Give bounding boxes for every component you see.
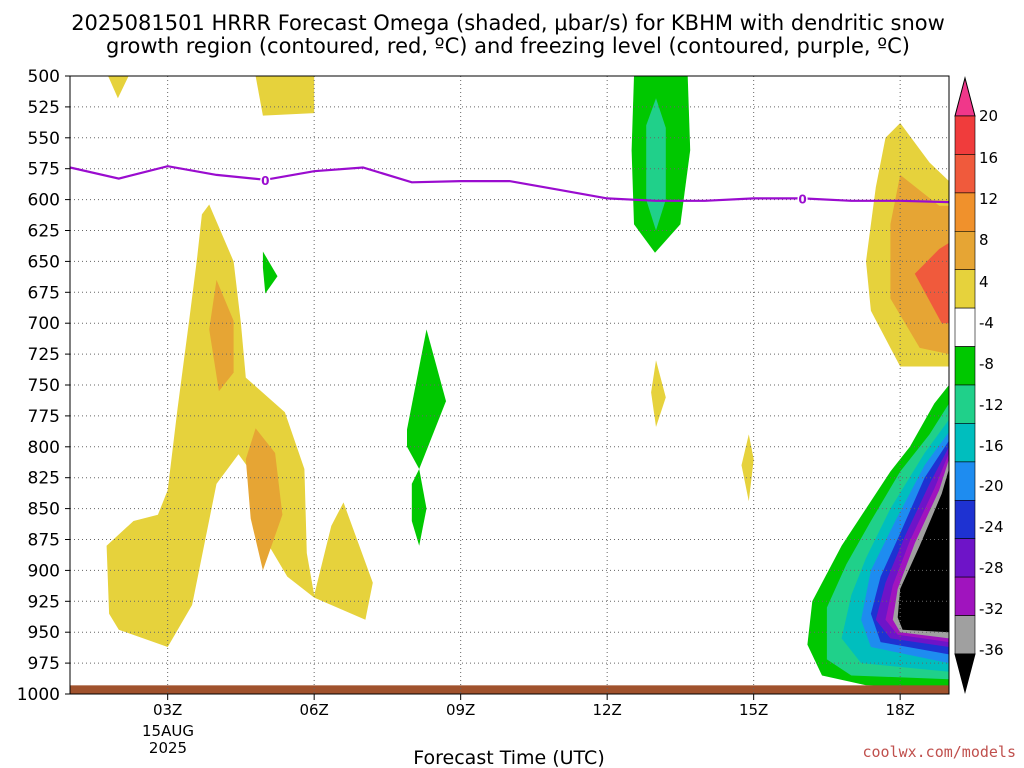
colorbar-label-1: 16 xyxy=(979,149,998,167)
colorbar-label-4: 4 xyxy=(979,273,989,291)
omega-region-9 xyxy=(646,98,666,231)
x-tick-label-15Z: 15Z xyxy=(739,701,768,719)
colorbar-bin-12 xyxy=(954,538,976,578)
y-axis-pressure-ticks: 500 525 550 575 600 625 650 675 700 725 750 775 800 8… xyxy=(17,67,70,705)
y-tick-label-900: 900 xyxy=(28,561,60,581)
omega-region-2 xyxy=(106,204,373,647)
x-tick-label-12Z: 12Z xyxy=(592,701,621,719)
y-tick-label-850: 850 xyxy=(28,500,60,520)
omega-region-14 xyxy=(914,242,949,324)
colorbar-label-5: -4 xyxy=(979,314,994,332)
colorbar-bin-11 xyxy=(954,499,976,539)
colorbar-label-2: 12 xyxy=(979,190,998,208)
y-tick-label-700: 700 xyxy=(28,314,60,334)
y-tick-label-600: 600 xyxy=(28,191,60,211)
colorbar-bin-2 xyxy=(954,154,976,194)
x-tick-label-03Z: 03Z xyxy=(153,701,182,719)
watermark: coolwx.com/models xyxy=(862,743,1016,761)
colorbar-bin-10 xyxy=(954,461,976,501)
y-tick-label-575: 575 xyxy=(28,160,60,180)
x-axis-time-ticks: 03Z 06Z 09Z 12Z 15Z 18Z xyxy=(153,694,915,719)
omega-region-0 xyxy=(108,76,129,99)
y-tick-label-875: 875 xyxy=(28,531,60,551)
chart-title-line-2: growth region (contoured, red, ºC) and f… xyxy=(106,34,910,58)
y-tick-label-625: 625 xyxy=(28,222,60,242)
omega-region-7 xyxy=(411,469,427,546)
grid-lines xyxy=(70,76,949,694)
omega-region-6 xyxy=(407,329,446,469)
colorbar-bin-1 xyxy=(954,115,976,155)
freezing-level-line xyxy=(70,165,949,204)
freezing-level-label-0: 0 xyxy=(261,174,269,188)
y-tick-label-650: 650 xyxy=(28,252,60,272)
y-tick-label-950: 950 xyxy=(28,623,60,643)
colorbar-bin-7 xyxy=(954,346,976,386)
colorbar-label-3: 8 xyxy=(979,231,989,249)
x-tick-label-18Z: 18Z xyxy=(885,701,914,719)
omega-shaded-regions xyxy=(70,76,949,694)
x-axis-label: Forecast Time (UTC) xyxy=(413,747,604,768)
date-label-day: 15AUG xyxy=(142,722,194,740)
colorbar-bin-14 xyxy=(954,615,976,655)
x-tick-label-06Z: 06Z xyxy=(299,701,328,719)
omega-region-1 xyxy=(255,76,315,116)
y-tick-label-675: 675 xyxy=(28,283,60,303)
colorbar-bin-5 xyxy=(954,269,976,309)
y-tick-label-725: 725 xyxy=(28,345,60,365)
y-tick-label-750: 750 xyxy=(28,376,60,396)
colorbar-label-7: -12 xyxy=(979,396,1004,414)
omega-region-10 xyxy=(651,360,666,427)
colorbar-bin-3 xyxy=(954,192,976,232)
surface-band xyxy=(70,685,949,694)
y-tick-label-500: 500 xyxy=(28,67,60,87)
omega-region-11 xyxy=(741,434,754,502)
colorbar-label-9: -20 xyxy=(979,477,1004,495)
chart-title-line-1: 2025081501 HRRR Forecast Omega (shaded, … xyxy=(71,11,945,35)
omega-region-5 xyxy=(262,251,278,294)
colorbar-label-12: -32 xyxy=(979,600,1004,618)
colorbar-label-8: -16 xyxy=(979,437,1004,455)
y-tick-label-975: 975 xyxy=(28,654,60,674)
y-tick-label-1000: 1000 xyxy=(17,685,60,705)
y-tick-label-800: 800 xyxy=(28,438,60,458)
y-tick-label-925: 925 xyxy=(28,592,60,612)
colorbar-bin-13 xyxy=(954,576,976,616)
freezing-level-label-1: 0 xyxy=(798,192,806,206)
colorbar-label-0: 20 xyxy=(979,107,998,125)
omega-region-3 xyxy=(209,279,234,392)
date-label-year: 2025 xyxy=(149,739,187,757)
colorbar-bin-8 xyxy=(954,384,976,424)
y-tick-label-825: 825 xyxy=(28,469,60,489)
omega-region-23 xyxy=(897,469,949,633)
colorbar-label-13: -36 xyxy=(979,641,1004,659)
x-tick-label-09Z: 09Z xyxy=(446,701,475,719)
colorbar-label-6: -8 xyxy=(979,355,994,373)
colorbar-label-10: -24 xyxy=(979,518,1004,536)
colorbar-bottom-triangle xyxy=(954,653,976,694)
omega-region-4 xyxy=(245,428,283,571)
colorbar-bin-9 xyxy=(954,423,976,463)
omega-colorbar: 20 16 12 8 4 -4 -8 -12 -16 -20 -24 -28 -32 -36 xyxy=(954,76,1004,694)
y-tick-label-525: 525 xyxy=(28,98,60,118)
colorbar-label-11: -28 xyxy=(979,559,1004,577)
colorbar-bin-6 xyxy=(954,307,976,347)
y-tick-label-550: 550 xyxy=(28,129,60,149)
freezing-level-layer: 00 xyxy=(70,165,949,208)
colorbar-bin-4 xyxy=(954,231,976,271)
colorbar-top-triangle xyxy=(954,76,976,117)
y-tick-label-775: 775 xyxy=(28,407,60,427)
